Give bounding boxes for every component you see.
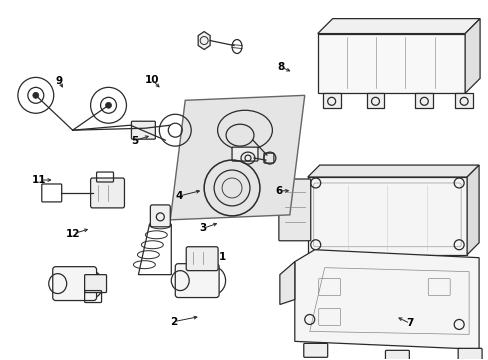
- Polygon shape: [170, 95, 304, 220]
- Polygon shape: [414, 93, 432, 108]
- Text: 1: 1: [219, 252, 226, 262]
- Text: 10: 10: [144, 75, 159, 85]
- Polygon shape: [317, 33, 464, 93]
- Circle shape: [33, 92, 39, 98]
- FancyBboxPatch shape: [84, 275, 106, 293]
- Text: 5: 5: [131, 136, 138, 145]
- FancyBboxPatch shape: [131, 121, 155, 139]
- FancyBboxPatch shape: [303, 343, 327, 357]
- FancyBboxPatch shape: [175, 264, 219, 298]
- Text: 7: 7: [406, 319, 413, 328]
- Text: 11: 11: [32, 175, 46, 185]
- Polygon shape: [454, 93, 472, 108]
- FancyBboxPatch shape: [457, 348, 481, 360]
- Text: 6: 6: [274, 186, 282, 196]
- FancyBboxPatch shape: [90, 178, 124, 208]
- Text: 9: 9: [56, 76, 63, 86]
- Polygon shape: [294, 250, 478, 349]
- Polygon shape: [317, 19, 479, 33]
- FancyBboxPatch shape: [150, 205, 170, 227]
- Polygon shape: [366, 93, 384, 108]
- Polygon shape: [198, 32, 210, 50]
- Text: 2: 2: [170, 317, 177, 327]
- Polygon shape: [322, 93, 340, 108]
- Text: 4: 4: [175, 191, 182, 201]
- Polygon shape: [466, 165, 478, 255]
- Text: 3: 3: [199, 224, 206, 233]
- Circle shape: [105, 102, 111, 108]
- FancyBboxPatch shape: [278, 179, 310, 241]
- FancyBboxPatch shape: [186, 247, 218, 271]
- Text: 12: 12: [66, 229, 80, 239]
- Polygon shape: [279, 262, 294, 305]
- FancyBboxPatch shape: [53, 267, 96, 301]
- Polygon shape: [307, 177, 466, 255]
- FancyBboxPatch shape: [385, 350, 408, 360]
- Polygon shape: [307, 165, 478, 177]
- Polygon shape: [464, 19, 479, 93]
- Text: 8: 8: [277, 62, 284, 72]
- FancyBboxPatch shape: [232, 147, 258, 161]
